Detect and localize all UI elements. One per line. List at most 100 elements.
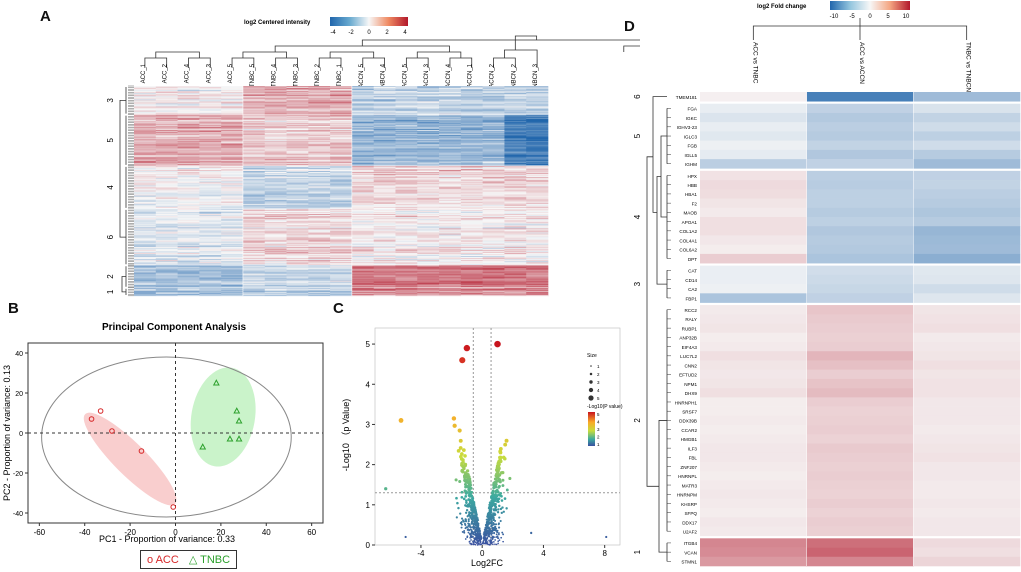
heatmap-a-cell <box>134 218 157 220</box>
heatmap-a-cell <box>330 137 353 139</box>
heatmap-a-cell <box>177 177 200 179</box>
heatmap-a-cell <box>460 198 483 201</box>
heatmap-a-cell <box>330 243 353 246</box>
heatmap-a-cell <box>460 186 483 188</box>
heatmap-a-cell <box>373 270 396 272</box>
heatmap-a-cell <box>460 181 483 183</box>
heatmap-a-cell <box>134 96 157 98</box>
heatmap-a-cell <box>482 272 505 274</box>
heatmap-a-cell <box>351 235 374 237</box>
heatmap-a-cell <box>264 223 287 225</box>
heatmap-a-cell <box>286 190 309 192</box>
heatmap-a: log2 Centered intensity -4 -2 0 2 4 ACC_1 ACC… <box>106 17 640 297</box>
heatmap-a-cell <box>417 91 440 93</box>
heatmap-a-cell <box>308 257 331 259</box>
heatmap-a-cell <box>308 175 331 177</box>
heatmap-a-cell <box>242 202 266 205</box>
heatmap-a-cell <box>526 101 549 103</box>
heatmap-a-cell <box>155 154 178 156</box>
heatmap-a-cell <box>134 134 157 136</box>
heatmap-a-cell <box>460 277 483 279</box>
heatmap-a-cell <box>330 168 353 171</box>
heatmap-a-cell <box>439 290 462 293</box>
heatmap-a-cell <box>199 231 222 233</box>
heatmap-a-cell <box>155 192 178 194</box>
heatmap-a-cell <box>373 153 396 155</box>
volcano-point <box>492 518 495 521</box>
volcano-point <box>468 511 471 514</box>
heatmap-a-cell <box>330 121 353 124</box>
heatmap-a-cell <box>221 244 244 247</box>
heatmap-a-cell <box>482 288 505 291</box>
heatmap-a-cell <box>134 208 157 211</box>
heatmap-a-cell <box>199 293 222 296</box>
heatmap-a-cell <box>395 91 418 93</box>
heatmap-a-cell <box>504 223 527 225</box>
heatmap-a-cell <box>286 117 309 120</box>
heatmap-a-cell <box>177 114 200 117</box>
heatmap-a-cell <box>482 259 505 261</box>
heatmap-a-cell <box>395 107 418 109</box>
heatmap-a-cell <box>504 96 527 98</box>
heatmap-a-cell <box>155 131 178 133</box>
heatmap-a-cell <box>155 234 178 236</box>
heatmap-a-cell <box>526 287 549 290</box>
heatmap-a-cell <box>199 280 222 282</box>
heatmap-a-cell <box>264 293 287 296</box>
heatmap-a-cell <box>460 238 483 240</box>
heatmap-a-cell <box>373 150 396 152</box>
heatmap-a-cell <box>395 103 418 105</box>
heatmap-a-cell <box>286 160 309 163</box>
heatmap-a-cell <box>242 136 266 138</box>
volcano-point <box>494 481 498 485</box>
heatmap-a-cell <box>199 130 222 132</box>
heatmap-a-cell <box>134 174 157 176</box>
heatmap-a-cell <box>308 200 331 203</box>
heatmap-a-cell <box>439 185 462 187</box>
heatmap-a-cell <box>504 166 527 169</box>
heatmap-a-cell <box>221 235 244 237</box>
heatmap-a-cell <box>286 256 309 258</box>
heatmap-a-cell <box>395 196 418 198</box>
heatmap-a-legend-tick: -2 <box>348 30 354 36</box>
heatmap-a-cell <box>264 229 287 231</box>
heatmap-a-cell <box>155 199 178 202</box>
heatmap-a-cell <box>221 276 244 278</box>
heatmap-a-cell <box>242 131 266 133</box>
heatmap-a-cell <box>395 221 418 223</box>
heatmap-a-cell <box>395 290 418 293</box>
heatmap-a-cell <box>439 139 462 141</box>
heatmap-a-cell <box>417 168 440 171</box>
heatmap-a-cell <box>221 216 244 218</box>
heatmap-a-cell <box>177 218 200 220</box>
heatmap-a-cell <box>351 182 374 184</box>
heatmap-a-cell <box>264 139 287 141</box>
heatmap-a-cell <box>134 261 157 263</box>
heatmap-a-cell <box>526 274 549 276</box>
heatmap-a-cell <box>373 209 396 212</box>
heatmap-a-cell <box>308 107 331 109</box>
heatmap-a-cell <box>330 244 353 247</box>
heatmap-a-cell <box>460 175 483 177</box>
heatmap-a-cell <box>242 155 266 157</box>
heatmap-a-cell <box>199 157 222 160</box>
heatmap-a-cell <box>439 116 462 119</box>
heatmap-a-cell <box>177 128 200 130</box>
heatmap-a-cell <box>417 107 440 109</box>
heatmap-a-cell <box>286 289 309 292</box>
heatmap-a-cell <box>308 140 331 142</box>
heatmap-a-cell <box>526 268 549 270</box>
heatmap-a-cell <box>504 225 527 227</box>
heatmap-a-cell <box>221 218 244 220</box>
heatmap-a-cell <box>373 199 396 202</box>
heatmap-a-cell <box>177 252 200 255</box>
heatmap-a-cell <box>134 229 157 231</box>
heatmap-a-cell <box>504 213 527 215</box>
heatmap-a-cell <box>417 214 440 216</box>
heatmap-a-cell <box>221 231 244 233</box>
heatmap-a-cell <box>177 256 200 258</box>
heatmap-a-cell <box>482 209 505 212</box>
heatmap-a-cell <box>351 239 374 241</box>
heatmap-a-cell <box>177 126 200 129</box>
heatmap-a-cell <box>155 274 178 276</box>
